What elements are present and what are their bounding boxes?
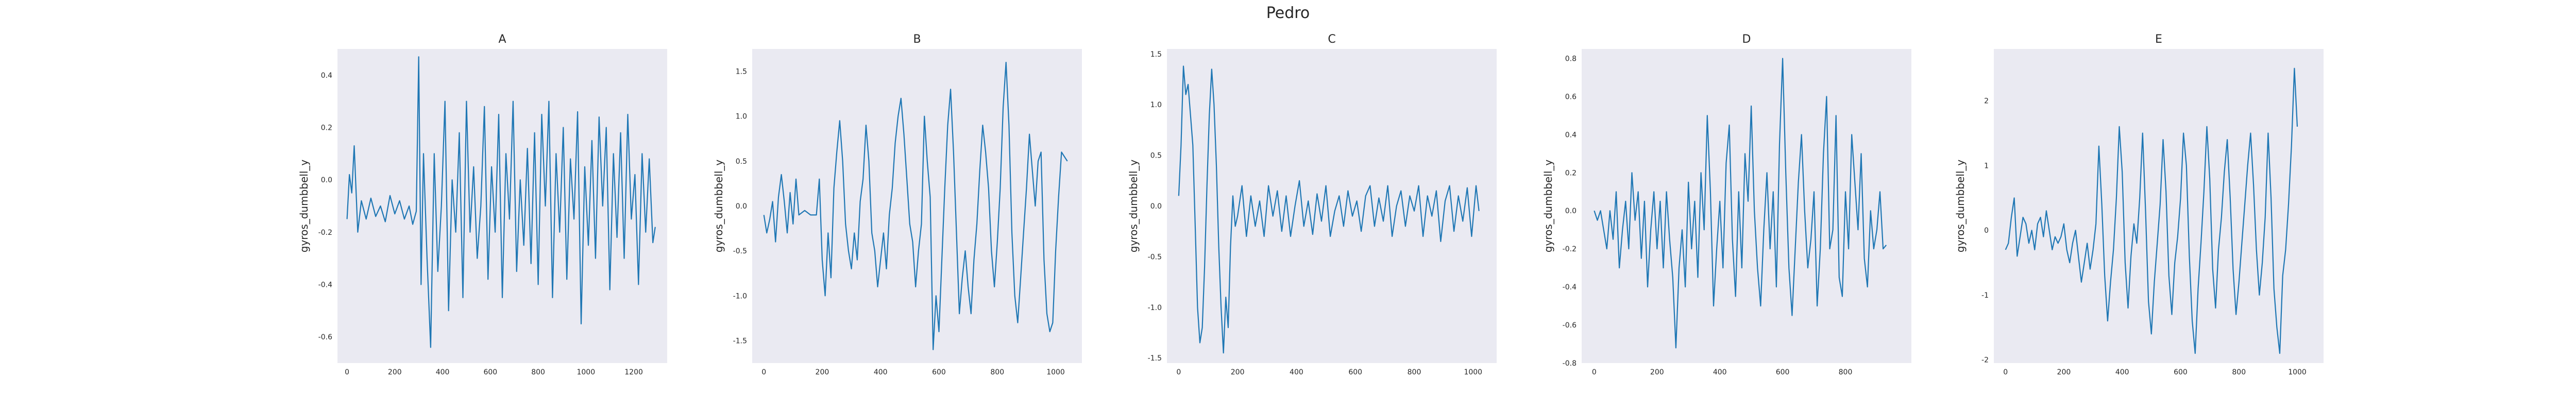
x-tick-label: 800 — [531, 368, 545, 376]
x-tick-label: 600 — [483, 368, 497, 376]
x-tick-label: 0 — [1176, 368, 1181, 376]
x-tick-label: 1000 — [577, 368, 595, 376]
x-tick-label: 600 — [2174, 368, 2188, 376]
x-tick-label: 600 — [1776, 368, 1790, 376]
y-tick-label: -0.4 — [318, 281, 332, 289]
y-tick-label: 1 — [1984, 162, 1989, 170]
y-tick-label: 0.0 — [321, 176, 332, 184]
y-tick-label: 0.0 — [1150, 202, 1162, 211]
y-tick-label: 0 — [1984, 227, 1989, 235]
y-tick-label: -0.6 — [1563, 321, 1577, 330]
x-tick-label: 800 — [2232, 368, 2246, 376]
subplot-title: A — [498, 33, 506, 46]
x-tick-label: 0 — [345, 368, 349, 376]
y-tick-label: -0.2 — [1563, 245, 1577, 253]
y-tick-label: -0.8 — [1563, 359, 1577, 368]
subplot-title: E — [2155, 33, 2162, 46]
x-tick-label: 400 — [2115, 368, 2129, 376]
x-tick-label: 800 — [1839, 368, 1853, 376]
x-tick-label: 200 — [816, 368, 829, 376]
y-tick-label: -0.2 — [318, 229, 332, 237]
y-tick-label: 0.2 — [321, 124, 332, 132]
y-tick-label: 0.5 — [1150, 152, 1162, 160]
series-line-0 — [2005, 67, 2298, 354]
y-axis-label: gyros_dumbbell_y — [1954, 160, 1967, 253]
x-tick-label: 800 — [1408, 368, 1421, 376]
x-tick-label: 1000 — [2288, 368, 2307, 376]
x-tick-label: 0 — [2003, 368, 2008, 376]
y-tick-label: 0.8 — [1565, 55, 1577, 63]
y-axis-label: gyros_dumbbell_y — [1542, 160, 1554, 253]
y-tick-label: 0.4 — [321, 72, 332, 80]
subplot-title: B — [913, 33, 921, 46]
series-line-0 — [1594, 58, 1887, 349]
y-axis-label: gyros_dumbbell_y — [713, 160, 725, 253]
x-tick-label: 600 — [932, 368, 946, 376]
y-tick-label: 0.4 — [1565, 131, 1577, 139]
y-tick-label: -1.0 — [1148, 304, 1162, 312]
series-line-0 — [1178, 65, 1480, 354]
x-tick-label: 600 — [1348, 368, 1362, 376]
x-tick-label: 1000 — [1464, 368, 1482, 376]
plot-area — [1167, 49, 1497, 363]
y-tick-label: 0.0 — [1565, 207, 1577, 215]
subplot-title: C — [1328, 33, 1335, 46]
y-tick-label: 0.5 — [736, 158, 747, 166]
figure-suptitle: Pedro — [1266, 4, 1310, 22]
y-tick-label: 0.6 — [1565, 93, 1577, 101]
y-tick-label: -1.0 — [733, 292, 747, 300]
y-tick-label: 1.0 — [736, 113, 747, 121]
x-tick-label: 400 — [1713, 368, 1727, 376]
y-tick-label: 2 — [1984, 97, 1989, 106]
y-tick-label: 1.5 — [1150, 50, 1162, 59]
y-tick-label: 1.0 — [1150, 101, 1162, 109]
y-axis-label: gyros_dumbbell_y — [1127, 160, 1140, 253]
y-tick-label: -0.5 — [733, 247, 747, 255]
series-line-0 — [346, 56, 656, 348]
y-tick-label: 0.0 — [736, 202, 747, 211]
x-tick-label: 400 — [874, 368, 888, 376]
x-tick-label: 400 — [436, 368, 450, 376]
plot-area — [1582, 49, 1911, 363]
plot-area — [1994, 49, 2324, 363]
y-tick-label: -0.5 — [1148, 253, 1162, 261]
x-tick-label: 0 — [761, 368, 766, 376]
y-tick-label: 0.2 — [1565, 169, 1577, 177]
x-tick-label: 200 — [2057, 368, 2071, 376]
x-tick-label: 1200 — [624, 368, 643, 376]
y-axis-label: gyros_dumbbell_y — [298, 160, 310, 253]
y-tick-label: -2 — [1981, 356, 1989, 365]
x-tick-label: 200 — [1231, 368, 1245, 376]
y-tick-label: -1 — [1981, 291, 1989, 300]
y-tick-label: 1.5 — [736, 68, 747, 76]
y-tick-label: -1.5 — [1148, 354, 1162, 363]
y-tick-label: -0.4 — [1563, 283, 1577, 291]
x-tick-label: 200 — [388, 368, 402, 376]
x-tick-label: 400 — [1290, 368, 1303, 376]
plot-area — [752, 49, 1082, 363]
y-tick-label: -1.5 — [733, 337, 747, 345]
x-tick-label: 800 — [990, 368, 1004, 376]
x-tick-label: 200 — [1650, 368, 1664, 376]
subplot-title: D — [1742, 33, 1751, 46]
x-tick-label: 1000 — [1046, 368, 1065, 376]
series-line-0 — [763, 62, 1068, 350]
x-tick-label: 0 — [1592, 368, 1597, 376]
y-tick-label: -0.6 — [318, 333, 332, 341]
